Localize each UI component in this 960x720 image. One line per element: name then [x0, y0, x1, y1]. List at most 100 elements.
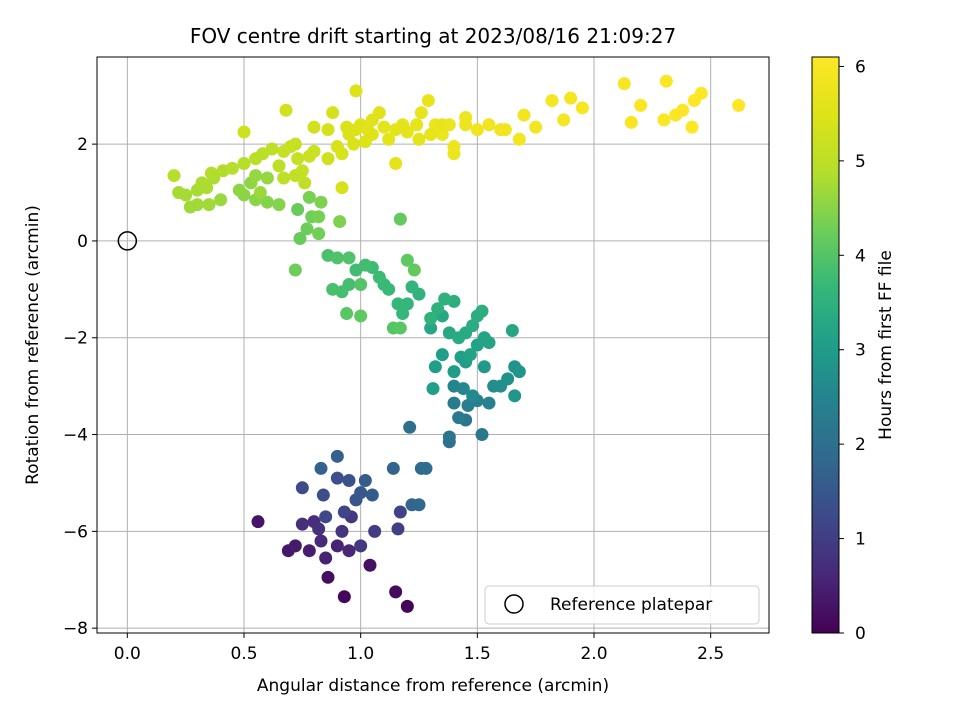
data-point: [202, 198, 216, 212]
data-point: [279, 103, 293, 117]
data-point: [391, 297, 405, 311]
data-point: [260, 195, 274, 209]
data-point: [389, 156, 403, 170]
data-point: [393, 321, 407, 335]
data-point: [321, 123, 335, 137]
data-point: [452, 411, 466, 425]
x-tick-label: 1.5: [464, 644, 491, 664]
colorbar-tick-label: 4: [855, 246, 866, 266]
data-point: [316, 488, 330, 502]
data-point: [272, 159, 286, 173]
data-point: [431, 302, 445, 316]
data-point: [685, 120, 699, 134]
data-points: [167, 74, 746, 613]
data-point: [456, 382, 470, 396]
data-point: [377, 120, 391, 134]
data-point: [354, 539, 368, 553]
data-point: [298, 176, 312, 190]
x-tick-label: 1.0: [347, 644, 374, 664]
data-point: [330, 449, 344, 463]
data-point: [382, 132, 396, 146]
data-point: [365, 113, 379, 127]
data-point: [232, 183, 246, 197]
data-point: [435, 348, 449, 362]
y-tick-label: 0: [77, 232, 88, 252]
data-point: [405, 280, 419, 294]
data-point: [330, 471, 344, 485]
y-tick-label: −2: [63, 329, 88, 349]
data-point: [412, 498, 426, 512]
data-point: [575, 101, 589, 115]
data-point: [428, 360, 442, 374]
data-point: [330, 539, 344, 553]
data-point: [617, 77, 631, 91]
data-point: [386, 461, 400, 475]
data-point: [424, 127, 438, 141]
data-point: [505, 323, 519, 337]
data-point: [347, 137, 361, 151]
data-point: [368, 524, 382, 538]
data-point: [293, 232, 307, 246]
data-point: [295, 164, 309, 178]
data-point: [400, 297, 414, 311]
data-point: [237, 156, 251, 170]
data-point: [463, 348, 477, 362]
data-point: [342, 544, 356, 558]
data-point: [482, 396, 496, 410]
data-point: [657, 113, 671, 127]
data-point: [249, 169, 263, 183]
data-point: [517, 108, 531, 122]
data-point: [295, 517, 309, 531]
x-tick-label: 0.0: [114, 644, 141, 664]
data-point: [349, 263, 363, 277]
data-point: [442, 430, 456, 444]
data-point: [277, 171, 291, 185]
data-point: [183, 200, 197, 214]
data-point: [403, 420, 417, 434]
data-point: [335, 524, 349, 538]
data-point: [396, 118, 410, 132]
data-point: [424, 321, 438, 335]
legend: Reference platepar: [484, 585, 760, 625]
data-point: [349, 84, 363, 98]
data-point: [414, 106, 428, 120]
data-point: [291, 152, 305, 166]
data-point: [340, 120, 354, 134]
data-point: [337, 590, 351, 604]
data-point: [466, 389, 480, 403]
data-point: [272, 198, 286, 212]
data-point: [265, 142, 279, 156]
data-point: [354, 277, 368, 291]
data-point: [307, 120, 321, 134]
data-point: [447, 140, 461, 154]
data-point: [466, 319, 480, 333]
data-point: [557, 113, 571, 127]
data-point: [253, 186, 267, 200]
colorbar-tick-label: 6: [855, 57, 866, 77]
y-axis-label: Rotation from reference (arcmin): [23, 205, 43, 485]
data-point: [501, 372, 515, 386]
reference-marker: [117, 231, 138, 251]
y-tick-label: −4: [63, 426, 88, 446]
plot-area: 0.0 0.5 1.0 1.5 2.0 2.5 −8 −6 −4 −2 0 2: [63, 56, 770, 664]
data-point: [319, 551, 333, 565]
data-point: [407, 263, 421, 277]
data-point: [335, 181, 349, 195]
data-point: [326, 282, 340, 296]
data-point: [732, 98, 746, 112]
data-point: [438, 292, 452, 306]
data-point: [291, 202, 305, 216]
y-tick-label: 2: [77, 135, 88, 155]
data-point: [167, 169, 181, 183]
data-point: [470, 123, 484, 137]
data-point: [498, 123, 512, 137]
data-point: [251, 515, 265, 529]
data-point: [482, 118, 496, 132]
data-point: [237, 125, 251, 139]
data-point: [342, 251, 356, 265]
data-point: [358, 474, 372, 488]
data-point: [321, 152, 335, 166]
data-point: [330, 251, 344, 265]
data-point: [694, 86, 708, 100]
grid-lines: [97, 57, 769, 633]
